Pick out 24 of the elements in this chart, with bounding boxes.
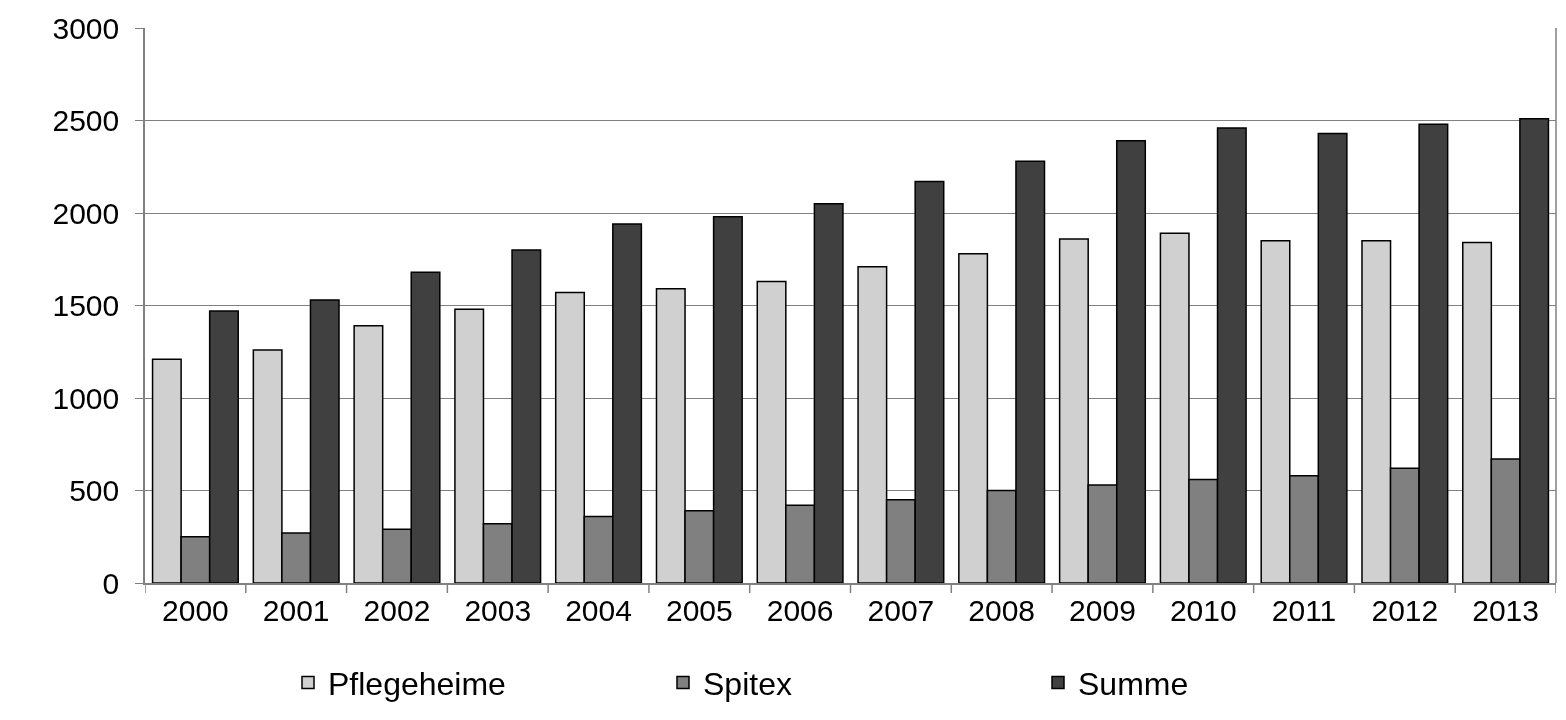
x-tick-label: 2005 <box>665 593 733 627</box>
x-tick-label: 2006 <box>766 593 834 627</box>
x-tick-label: 2000 <box>162 593 229 627</box>
legend-label: Summe <box>1078 665 1189 702</box>
legend-label: Spitex <box>703 665 792 702</box>
x-tick-label: 2009 <box>1069 593 1136 627</box>
x-tick-label: 2002 <box>363 593 431 627</box>
x-tick-label: 2012 <box>1371 593 1439 627</box>
y-tick-label: 2500 <box>52 104 120 137</box>
x-tick-label: 2003 <box>464 593 532 627</box>
x-tick-label: 2007 <box>867 593 935 627</box>
y-tick-label: 0 <box>102 566 120 600</box>
x-tick-label: 2001 <box>262 593 330 627</box>
x-tick-label: 2011 <box>1271 593 1337 627</box>
y-tick-label: 3000 <box>52 11 120 45</box>
x-tick-label: 2008 <box>968 593 1036 627</box>
y-tick-label: 1500 <box>52 289 120 322</box>
x-tick-label: 2004 <box>565 593 632 627</box>
legend-label: Pflegeheime <box>328 665 506 702</box>
x-tick-label: 2010 <box>1169 593 1237 627</box>
y-tick-label: 1000 <box>52 381 120 415</box>
y-tick-label: 2000 <box>52 196 120 230</box>
y-tick-label: 500 <box>69 474 120 507</box>
x-tick-label: 2013 <box>1472 593 1539 627</box>
